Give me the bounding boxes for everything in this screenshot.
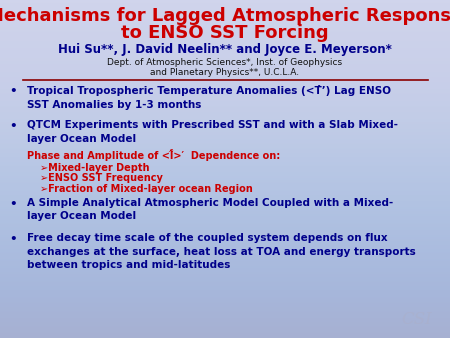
Text: ➢ENSO SST Frequency: ➢ENSO SST Frequency bbox=[40, 173, 163, 184]
Text: •: • bbox=[9, 198, 17, 211]
Text: Tropical Tropospheric Temperature Anomalies (<T̂’) Lag ENSO
SST Anomalies by 1-3: Tropical Tropospheric Temperature Anomal… bbox=[27, 85, 391, 110]
Text: CSI: CSI bbox=[401, 311, 432, 328]
Text: •: • bbox=[9, 120, 17, 133]
Text: ➢Fraction of Mixed-layer ocean Region: ➢Fraction of Mixed-layer ocean Region bbox=[40, 184, 253, 194]
Text: to ENSO SST Forcing: to ENSO SST Forcing bbox=[121, 24, 329, 42]
Text: Hui Su**, J. David Neelin** and Joyce E. Meyerson*: Hui Su**, J. David Neelin** and Joyce E.… bbox=[58, 43, 392, 55]
Text: Free decay time scale of the coupled system depends on flux
exchanges at the sur: Free decay time scale of the coupled sys… bbox=[27, 233, 416, 270]
Text: ➢Mixed-layer Depth: ➢Mixed-layer Depth bbox=[40, 163, 150, 173]
Text: Phase and Amplitude of <Î̂>′  Dependence on:: Phase and Amplitude of <Î̂>′ Dependence … bbox=[27, 149, 280, 161]
Text: QTCM Experiments with Prescribed SST and with a Slab Mixed-
layer Ocean Model: QTCM Experiments with Prescribed SST and… bbox=[27, 120, 398, 144]
Text: Dept. of Atmospheric Sciences*, Inst. of Geophysics: Dept. of Atmospheric Sciences*, Inst. of… bbox=[108, 58, 342, 67]
Text: •: • bbox=[9, 233, 17, 246]
Text: •: • bbox=[9, 85, 17, 98]
Text: and Planetary Physics**, U.C.L.A.: and Planetary Physics**, U.C.L.A. bbox=[150, 68, 300, 77]
Text: A Simple Analytical Atmospheric Model Coupled with a Mixed-
layer Ocean Model: A Simple Analytical Atmospheric Model Co… bbox=[27, 198, 393, 221]
Text: Mechanisms for Lagged Atmospheric Response: Mechanisms for Lagged Atmospheric Respon… bbox=[0, 7, 450, 25]
